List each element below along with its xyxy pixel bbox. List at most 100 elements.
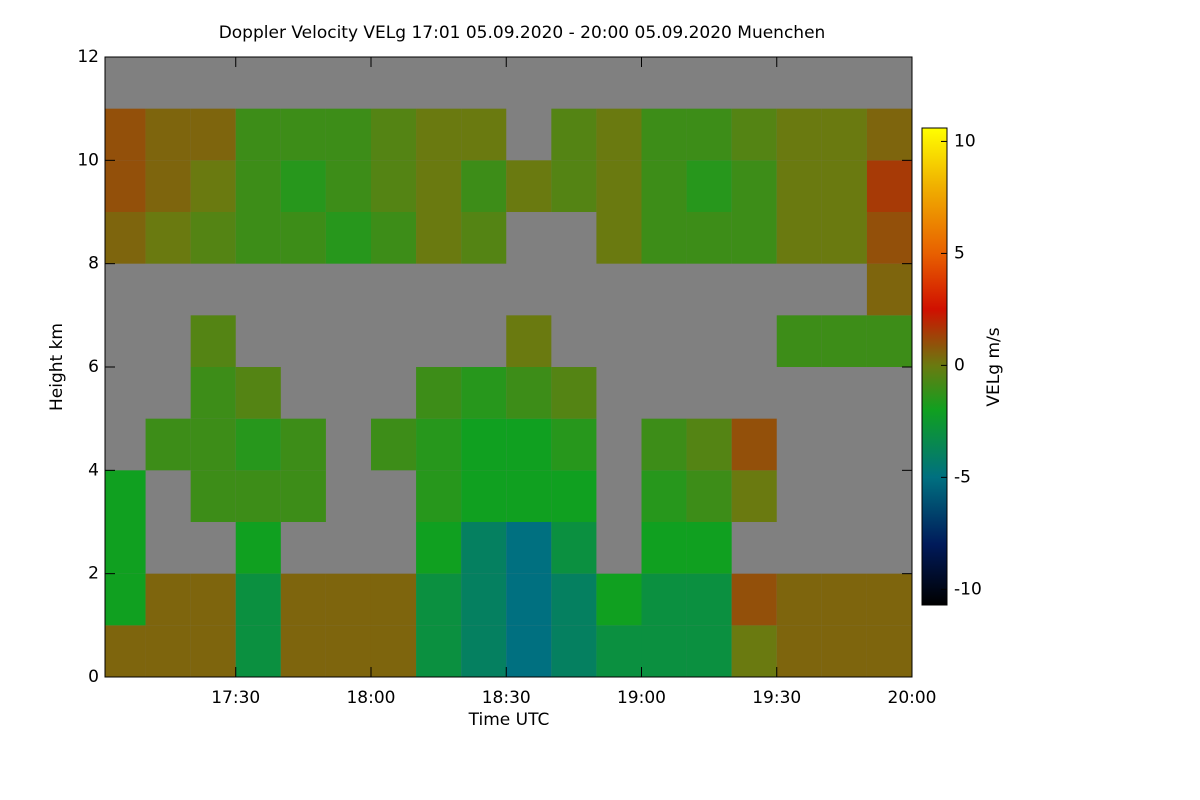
heatmap-cell: [416, 625, 462, 677]
heatmap-cell: [551, 367, 597, 419]
heatmap-cell: [325, 108, 371, 161]
heatmap-cell: [416, 108, 462, 161]
heatmap-cell: [280, 160, 326, 212]
heatmap-cell: [325, 160, 371, 212]
heatmap-cell: [461, 212, 507, 264]
heatmap-cell: [190, 160, 236, 212]
heatmap-cell: [776, 573, 822, 626]
heatmap-cell: [551, 573, 597, 626]
x-tick-label: 18:30: [482, 688, 531, 708]
x-tick-label: 19:30: [752, 688, 801, 708]
heatmap-cell: [731, 108, 777, 161]
chart-title: Doppler Velocity VELg 17:01 05.09.2020 -…: [219, 23, 826, 43]
heatmap-cell: [235, 522, 281, 574]
heatmap-cell: [461, 573, 507, 626]
heatmap-cell: [461, 470, 507, 522]
heatmap-cell: [190, 470, 236, 522]
heatmap-cell: [731, 470, 777, 522]
heatmap-cell: [506, 367, 552, 419]
heatmap-cell: [416, 160, 462, 212]
heatmap-cell: [641, 160, 687, 212]
heatmap-cell: [235, 418, 281, 471]
heatmap-cell: [641, 108, 687, 161]
heatmap-cell: [461, 160, 507, 212]
colorbar-label: VELg m/s: [984, 327, 1004, 406]
heatmap-cell: [280, 625, 326, 677]
heatmap-cell: [551, 418, 597, 471]
heatmap-cell: [461, 108, 507, 161]
heatmap-cell: [280, 573, 326, 626]
heatmap-cell: [641, 573, 687, 626]
heatmap-cell: [686, 625, 732, 677]
heatmap-cell: [190, 625, 236, 677]
heatmap-cell: [686, 108, 732, 161]
heatmap-cell: [551, 470, 597, 522]
heatmap-cell: [280, 108, 326, 161]
heatmap-cell: [731, 625, 777, 677]
heatmap-cell: [596, 625, 642, 677]
heatmap-cell: [145, 108, 191, 161]
heatmap-cell: [821, 315, 867, 367]
heatmap-cell: [105, 212, 146, 264]
heatmap-cell: [821, 160, 867, 212]
heatmap-cell: [461, 418, 507, 471]
heatmap-cell: [731, 573, 777, 626]
heatmap-cell: [866, 573, 912, 626]
heatmap-cell: [821, 573, 867, 626]
heatmap-cell: [370, 418, 417, 471]
heatmap-cell: [686, 212, 732, 264]
heatmap-cell: [190, 418, 236, 471]
heatmap-cell: [190, 573, 236, 626]
heatmap-cell: [461, 625, 507, 677]
heatmap-cell: [325, 212, 371, 264]
heatmap-cell: [686, 418, 732, 471]
heatmap-cell: [235, 470, 281, 522]
heatmap-cell: [280, 470, 326, 522]
heatmap-cell: [506, 418, 552, 471]
colorbar-tick-label: -10: [954, 579, 982, 599]
heatmap-cell: [866, 108, 912, 161]
y-axis-label: Height km: [47, 323, 67, 411]
heatmap-cell: [461, 522, 507, 574]
heatmap-cell: [686, 470, 732, 522]
heatmap-cell: [416, 418, 462, 471]
y-tick-label: 4: [88, 460, 99, 480]
heatmap-cell: [776, 108, 822, 161]
heatmap-cell: [370, 573, 417, 626]
y-tick-label: 10: [77, 150, 99, 170]
colorbar-tick-label: 5: [954, 243, 965, 263]
heatmap-cell: [596, 573, 642, 626]
heatmap-cell: [235, 367, 281, 419]
heatmap-cell: [776, 315, 822, 367]
heatmap-cell: [370, 108, 417, 161]
heatmap-cell: [416, 470, 462, 522]
heatmap-cell: [105, 522, 146, 574]
heatmap-cell: [821, 212, 867, 264]
y-tick-label: 8: [88, 254, 99, 274]
heatmap-cell: [190, 367, 236, 419]
heatmap-cell: [551, 625, 597, 677]
heatmap-cell: [641, 418, 687, 471]
heatmap-cell: [866, 625, 912, 677]
heatmap-cell: [370, 212, 417, 264]
heatmap-cell: [551, 522, 597, 574]
heatmap-cell: [776, 212, 822, 264]
heatmap-cell: [641, 522, 687, 574]
heatmap-cell: [416, 522, 462, 574]
y-tick-label: 0: [88, 667, 99, 687]
colorbar: [921, 127, 948, 606]
heatmap-cell: [235, 212, 281, 264]
heatmap-cell: [370, 625, 417, 677]
heatmap-cell: [145, 160, 191, 212]
colorbar-tick-label: 0: [954, 355, 965, 375]
x-tick-label: 17:30: [211, 688, 260, 708]
heatmap-cell: [821, 625, 867, 677]
heatmap-cell: [866, 315, 912, 367]
heatmap-cell: [105, 470, 146, 522]
heatmap-cell: [866, 212, 912, 264]
heatmap-cell: [551, 108, 597, 161]
heatmap-cell: [506, 470, 552, 522]
heatmap-cell: [105, 108, 146, 161]
heatmap-cell: [416, 573, 462, 626]
heatmap-cell: [190, 315, 236, 367]
